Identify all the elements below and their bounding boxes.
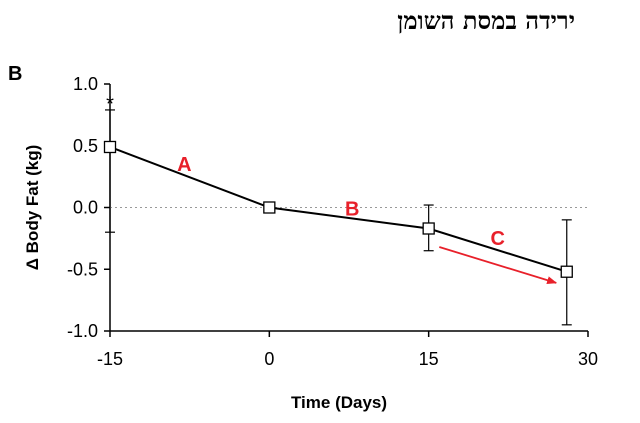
x-tick-label: 0 [264,349,274,369]
significance-asterisk: * [106,94,114,116]
y-axis-title: Δ Body Fat (kg) [23,145,42,271]
y-tick-label: 0.0 [73,198,98,218]
x-tick-label: 15 [419,349,439,369]
y-tick-label: -0.5 [67,259,98,279]
y-tick-label: 1.0 [73,74,98,94]
segment-label: B [345,199,359,221]
data-point [560,265,573,278]
trend-arrow [439,246,558,285]
data-point [103,140,117,154]
x-axis-title: Time (Days) [291,393,387,412]
segment-label: C [490,228,504,250]
x-tick-label: -15 [97,349,123,369]
panel-label: B [8,63,22,85]
x-tick-label: 30 [578,349,598,369]
data-point [263,201,276,214]
series-line [109,146,568,273]
hebrew-title: ירידה במסת השומן [397,6,575,35]
segment-label: A [177,154,191,176]
y-tick-label: -1.0 [67,321,98,341]
data-point [422,222,435,235]
y-tick-label: 0.5 [73,136,98,156]
